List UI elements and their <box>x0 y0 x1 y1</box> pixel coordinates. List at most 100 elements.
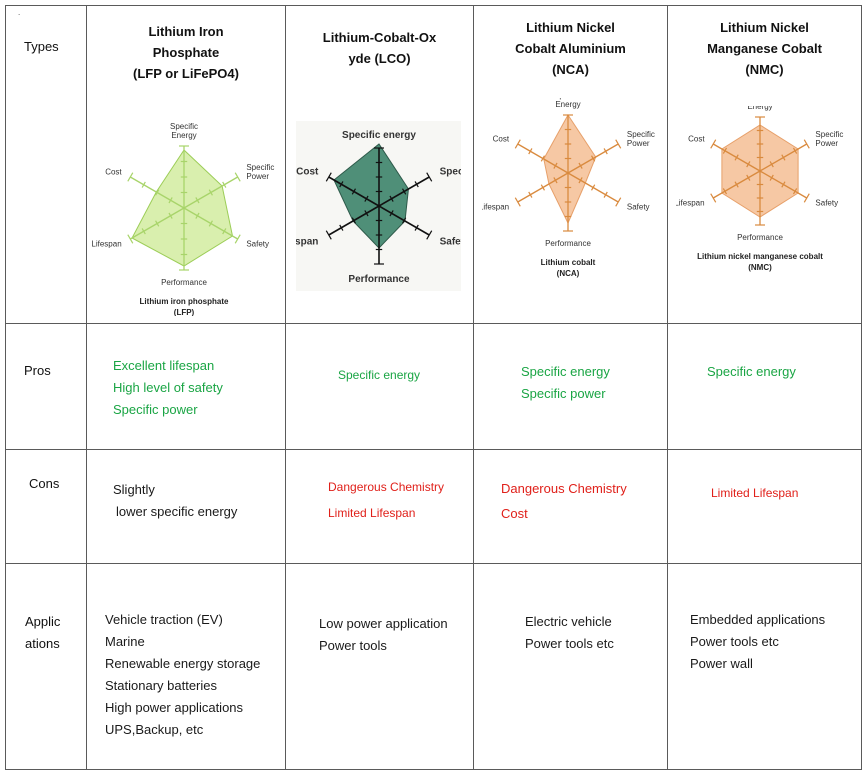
radar-tick <box>553 177 558 184</box>
lfp-radar-chart: SpecificEnergySpecificPowerSafetyPerform… <box>91 122 274 316</box>
radar-tick <box>769 161 774 168</box>
application-item: Stationary batteries <box>105 678 218 693</box>
radar-tick <box>615 197 622 207</box>
radar-axis-label: Specific <box>170 122 198 131</box>
radar-tick <box>803 139 810 149</box>
lco-pros-cell: Specific energy <box>285 323 474 450</box>
radar-tick <box>325 172 332 182</box>
cons-item: Slightly <box>113 482 155 497</box>
radar-tick <box>603 148 608 155</box>
radar-axis-label: Cost <box>688 135 705 144</box>
cons-item: Dangerous Chemistry <box>328 480 445 494</box>
radar-tick <box>734 181 739 188</box>
radar-axis-label: Specific <box>815 130 843 139</box>
cons-label-cell: Cons <box>5 449 87 564</box>
application-item: Electric vehicle <box>525 614 612 629</box>
radar-tick <box>578 177 583 184</box>
radar-axis-label: Power <box>815 139 838 148</box>
radar-tick <box>195 212 200 219</box>
radar-shape <box>543 114 597 225</box>
nca-type-cell: Lithium Nickel Cobalt Aluminium (NCA) Sp… <box>473 5 668 324</box>
radar-tick <box>168 212 173 219</box>
applications-row: Applic ations Vehicle traction (EV) Mari… <box>5 563 862 770</box>
application-item: Vehicle traction (EV) <box>105 612 223 627</box>
radar-axis-label: Safety <box>440 236 461 247</box>
nmc-cons-cell: Limited Lifespan <box>667 449 862 564</box>
radar-tick <box>792 147 798 154</box>
radar-tick <box>578 162 583 169</box>
application-item: Power tools <box>319 638 387 653</box>
radar-tick <box>426 172 433 182</box>
radar-axis-label: Energy <box>555 100 580 109</box>
radar-tick <box>414 224 419 231</box>
radar-tick <box>528 148 533 155</box>
types-row: Types Lithium Iron Phosphate (LFP or LiF… <box>5 5 862 324</box>
application-item: Power wall <box>690 656 753 671</box>
radar-axis-label: Specific <box>246 163 274 172</box>
application-item: Low power application <box>319 616 448 631</box>
radar-tick <box>195 197 200 204</box>
row-label-pros: Pros <box>24 363 51 378</box>
row-label-cons: Cons <box>29 476 60 491</box>
application-item: Power tools etc <box>690 634 779 649</box>
radar-axis-label: Performance <box>737 233 783 242</box>
cons-item: Limited Lifespan <box>328 506 416 520</box>
lfp-header-line: Lithium Iron <box>148 24 224 39</box>
radar-tick <box>401 217 407 224</box>
nmc-header-line: Lithium Nickel <box>720 20 809 35</box>
pros-item: Specific energy <box>521 364 610 379</box>
lfp-pros-cell: Excellent lifespan High level of safety … <box>86 323 286 450</box>
lco-header-line: yde (LCO) <box>348 51 411 66</box>
lco-header-line: Lithium-Cobalt-Ox <box>322 30 437 45</box>
pros-item: High level of safety <box>113 380 223 395</box>
radar-tick <box>155 189 160 196</box>
application-item: Marine <box>105 634 145 649</box>
radar-axis-label: Specific energy <box>342 130 416 141</box>
radar-axis-label: Cost <box>493 135 510 144</box>
battery-comparison-table: Types Lithium Iron Phosphate (LFP or LiF… <box>5 5 862 770</box>
cons-item: Dangerous Chemistry <box>501 481 627 496</box>
radar-tick <box>590 155 596 162</box>
radar-axis-label: Specific <box>554 98 582 100</box>
nmc-header-line: Manganese Cobalt <box>707 41 822 56</box>
nmc-header-line: (NMC) <box>745 62 784 77</box>
radar-axis-label: Life span <box>296 236 318 247</box>
nmc-applications-cell: Embedded applications Power tools etc Po… <box>667 563 862 770</box>
radar-tick <box>339 224 344 231</box>
radar-chart-title: Lithium cobalt <box>541 258 596 267</box>
radar-tick <box>746 174 751 181</box>
lfp-header-line: Phosphate <box>152 45 220 60</box>
nmc-type-cell: Lithium Nickel Manganese Cobalt (NMC) Sp… <box>667 5 862 324</box>
radar-tick <box>603 191 608 198</box>
lfp-applications-cell: Vehicle traction (EV) Marine Renewable e… <box>86 563 286 770</box>
radar-tick <box>127 172 134 182</box>
radar-tick <box>234 172 241 182</box>
nca-cons-cell: Dangerous Chemistry Cost <box>473 449 668 564</box>
radar-tick <box>590 184 596 191</box>
radar-tick <box>325 230 332 240</box>
radar-axis-label: Performance <box>348 274 410 285</box>
radar-tick <box>710 139 717 149</box>
nmc-pros-cell: Specific energy <box>667 323 862 450</box>
applications-label-cell: Applic ations <box>5 563 87 770</box>
radar-axis-label: Specific power <box>440 166 461 177</box>
radar-axis-label: Cost <box>105 168 122 177</box>
application-item: Embedded applications <box>690 612 826 627</box>
radar-axis-label: Safety <box>815 199 838 208</box>
radar-tick <box>155 220 160 227</box>
radar-tick <box>781 181 786 188</box>
radar-axis-label: Safety <box>627 203 650 212</box>
nca-radar-chart: SpecificEnergySpecificPowerSafetyPerform… <box>482 98 655 278</box>
radar-tick <box>351 217 357 224</box>
radar-shape <box>131 149 234 267</box>
radar-axis-label: Specific <box>627 130 655 139</box>
radar-axis-label: Performance <box>545 239 591 248</box>
cons-row: Cons Slightly lower specific energy Dang… <box>5 449 862 564</box>
radar-axis-label: Lifespan <box>676 199 705 208</box>
radar-tick <box>208 189 213 196</box>
types-label-cell: Types <box>5 5 87 324</box>
radar-tick <box>208 220 213 227</box>
radar-tick <box>339 181 344 188</box>
lfp-type-cell: Lithium Iron Phosphate (LFP or LiFePO4) … <box>86 5 286 324</box>
radar-axis-label: Energy <box>171 131 196 140</box>
